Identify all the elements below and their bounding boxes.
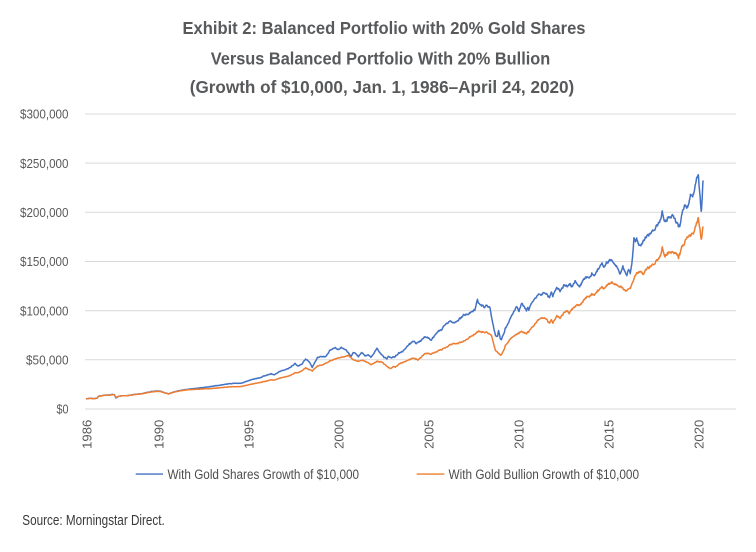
svg-text:With Gold Bullion Growth of $1: With Gold Bullion Growth of $10,000 [449, 467, 640, 482]
svg-text:1995: 1995 [241, 420, 256, 449]
svg-text:1990: 1990 [151, 420, 166, 449]
svg-text:Versus Balanced Portfolio With: Versus Balanced Portfolio With 20% Bulli… [211, 49, 551, 69]
svg-text:$50,000: $50,000 [26, 353, 69, 368]
svg-text:With Gold Shares Growth of $10: With Gold Shares Growth of $10,000 [168, 467, 360, 482]
svg-text:2005: 2005 [421, 420, 436, 449]
svg-text:Source: Morningstar Direct.: Source: Morningstar Direct. [22, 513, 165, 529]
svg-text:$300,000: $300,000 [20, 107, 69, 122]
svg-text:$250,000: $250,000 [20, 156, 69, 171]
svg-text:2015: 2015 [601, 420, 616, 449]
svg-text:1986: 1986 [79, 420, 94, 449]
svg-text:Exhibit 2: Balanced Portfolio: Exhibit 2: Balanced Portfolio with 20% G… [183, 18, 586, 38]
svg-text:(Growth of $10,000, Jan. 1, 19: (Growth of $10,000, Jan. 1, 1986–April 2… [190, 77, 575, 97]
svg-text:$150,000: $150,000 [20, 254, 69, 269]
svg-text:2010: 2010 [511, 420, 526, 449]
svg-text:2020: 2020 [691, 420, 706, 449]
svg-text:2000: 2000 [331, 420, 346, 449]
svg-text:$200,000: $200,000 [20, 205, 69, 220]
svg-text:$100,000: $100,000 [20, 303, 69, 318]
svg-text:$0: $0 [57, 402, 69, 417]
